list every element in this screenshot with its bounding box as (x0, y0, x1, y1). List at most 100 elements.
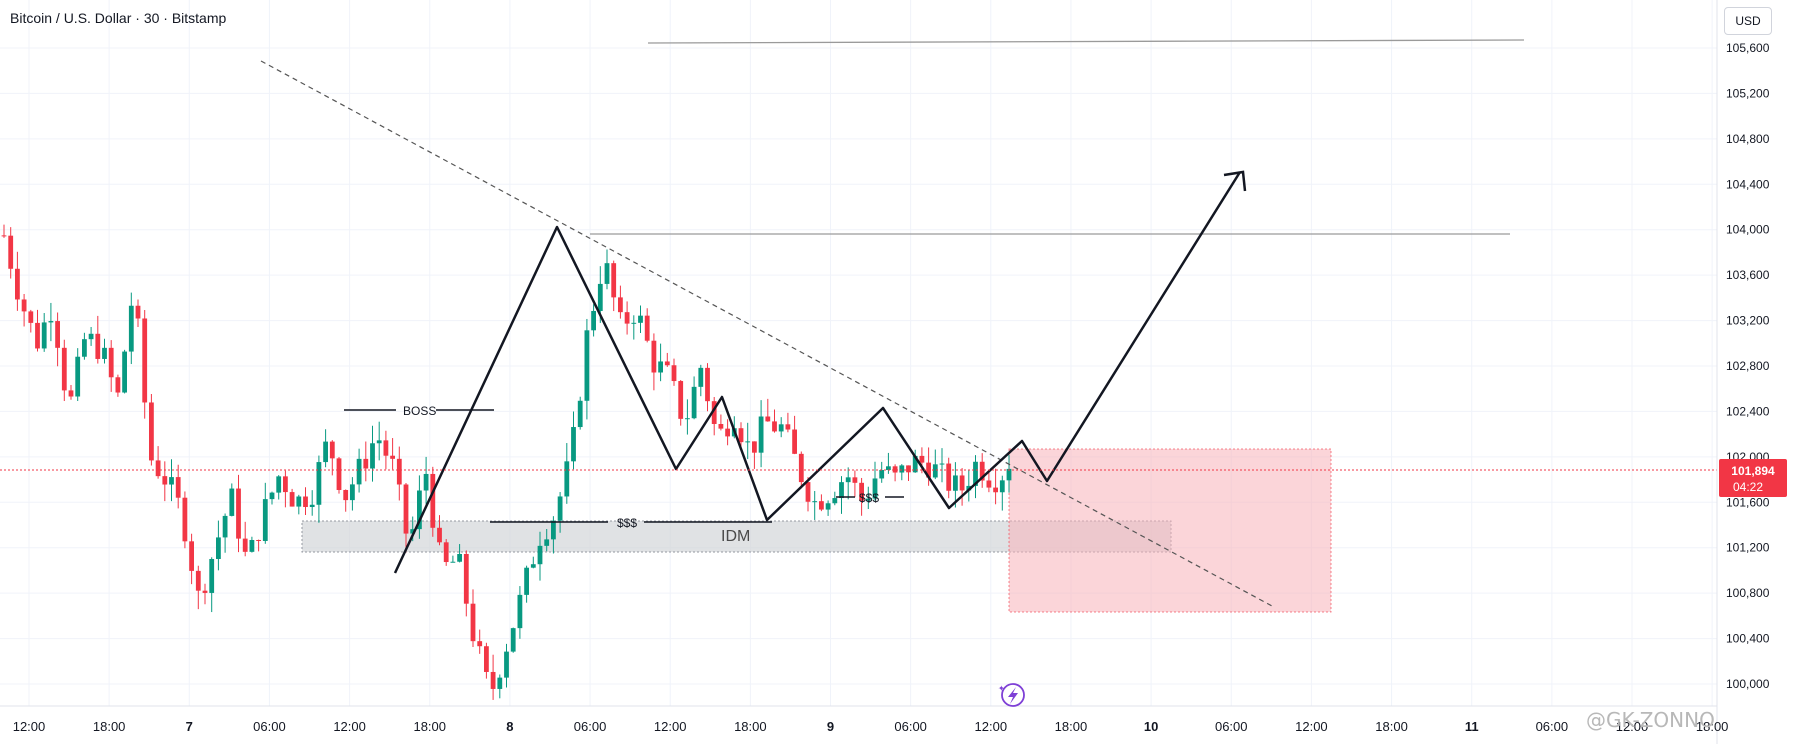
x-tick-label: 9 (827, 719, 834, 734)
candle-body (738, 428, 744, 443)
candle-body (778, 424, 784, 432)
candle-body (68, 390, 74, 397)
x-tick-label: 06:00 (1215, 719, 1248, 734)
y-tick-label: 102,400 (1726, 404, 1770, 418)
x-tick-label: 8 (506, 719, 513, 734)
candle-body (658, 361, 663, 373)
candle-body (892, 466, 898, 473)
candle-body (423, 473, 429, 491)
liquidity-label-2: $$$ (859, 491, 879, 505)
price-axis[interactable]: 100,000100,400100,800101,200101,600102,0… (1716, 0, 1770, 744)
candle-body (128, 305, 134, 352)
x-tick-label: 12:00 (1295, 719, 1328, 734)
x-tick-label: 06:00 (894, 719, 927, 734)
candle-body (189, 541, 194, 571)
candle-body (216, 537, 221, 559)
candle-body (410, 529, 416, 534)
candle-body (457, 553, 462, 562)
candle-body (195, 570, 201, 591)
candle-body (544, 539, 550, 546)
candle-body (832, 498, 838, 504)
candle-body (316, 462, 322, 505)
lightning-icon[interactable]: ✦ (998, 683, 1025, 707)
candle-body (953, 475, 958, 491)
candle-body (504, 651, 509, 678)
x-tick-label: 10 (1144, 719, 1158, 734)
candle-body (839, 482, 844, 499)
candle-body (584, 330, 590, 401)
watermark-text: @GK-ZONNO (1586, 708, 1715, 732)
candle-body (289, 492, 295, 507)
chart-title: Bitcoin / U.S. Dollar · 30 · Bitstamp (10, 10, 227, 26)
candle-body (946, 463, 952, 491)
price-tag: 101,894 04:22 (1719, 459, 1787, 497)
candle-body (611, 263, 617, 298)
candle-body (705, 367, 710, 402)
candle-body (691, 386, 697, 419)
candle-body (939, 463, 945, 465)
candle-body (329, 441, 335, 459)
candle-body (912, 455, 918, 473)
candle-body (932, 464, 938, 478)
candle-body (651, 340, 657, 373)
time-axis[interactable]: 12:00 18:00 7 06:00 12:00 18:00 8 06:00 12:00 18:… (0, 705, 1728, 734)
x-tick-label: 18:00 (734, 719, 767, 734)
candle-body (61, 347, 67, 391)
y-tick-label: 103,600 (1726, 268, 1770, 282)
candle-body (155, 460, 161, 477)
x-tick-label: 18:00 (1055, 719, 1088, 734)
candle-body (510, 628, 516, 652)
candle-body (370, 443, 375, 469)
y-tick-label: 104,400 (1726, 177, 1770, 191)
zigzag-structure (393, 171, 1242, 574)
candle-body (524, 567, 529, 595)
candle-body (209, 558, 215, 593)
candle-body (919, 455, 925, 463)
candle-body (711, 401, 717, 424)
candle-body (886, 466, 891, 470)
candle-body (631, 322, 637, 324)
currency-button[interactable]: USD (1724, 7, 1772, 35)
candle-body (805, 482, 811, 502)
candle-body (303, 496, 308, 508)
candle-body (463, 553, 469, 604)
candle-body (785, 424, 791, 430)
candle-body (430, 473, 436, 528)
y-tick-label: 100,400 (1726, 632, 1770, 646)
candle-body (765, 416, 771, 422)
candle-body (15, 268, 20, 300)
candle-body (82, 339, 87, 357)
x-tick-label: 12:00 (654, 719, 687, 734)
candle-body (470, 603, 476, 642)
candle-body (417, 490, 422, 530)
candle-body (350, 484, 355, 501)
liquidity-label-1: $$$ (617, 516, 637, 530)
target-demand-zone (1008, 448, 1332, 613)
candle-body (8, 235, 14, 269)
x-tick-label: 18:00 (1375, 719, 1408, 734)
candle-body (718, 423, 724, 429)
candle-body (323, 441, 328, 463)
candle-body (108, 347, 114, 378)
candle-body (872, 478, 878, 499)
candle-body (162, 476, 168, 485)
grid-lines (0, 0, 1717, 706)
candle-body (865, 498, 871, 501)
candle-body (149, 402, 154, 461)
candle-body (906, 465, 911, 473)
y-tick-label: 105,200 (1726, 86, 1770, 100)
candle-body (437, 527, 442, 543)
y-tick-label: 103,200 (1726, 314, 1770, 328)
candle-body (979, 461, 985, 481)
x-tick-label: 18:00 (413, 719, 446, 734)
candle-body (644, 315, 650, 341)
candle-body (403, 484, 409, 534)
candle-body (879, 469, 885, 479)
candle-body (383, 440, 389, 456)
candle-body (35, 322, 40, 349)
candle-body (236, 488, 241, 539)
candle-body (95, 333, 101, 359)
candle-body (812, 501, 818, 503)
candle-body (443, 542, 449, 563)
